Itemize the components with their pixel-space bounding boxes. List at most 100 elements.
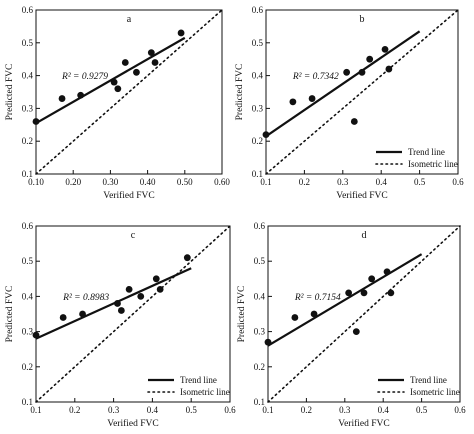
legend: Trend line Isometric line	[377, 375, 460, 397]
y-tick-label: 0.3	[22, 327, 34, 337]
x-tick-label: 0.5	[414, 177, 426, 187]
x-tick-label: 0.5	[416, 405, 428, 415]
panel-b: 0.1 0.2 0.3 0.4 0.5 0.6 0.1 0.2 0.3 0.4 0.5 0.6 Veri…	[235, 5, 464, 201]
y-tick-label: 0.2	[22, 362, 33, 372]
legend-trend-label: Trend line	[410, 375, 447, 385]
legend: Trend line Isometric line	[147, 375, 230, 397]
legend-isometric-label: Isometric line	[410, 387, 460, 397]
y-tick-label: 0.5	[252, 38, 264, 48]
y-tick-label: 0.1	[252, 169, 263, 179]
panel-c: 0.1 0.2 0.3 0.4 0.5 0.6 0.1 0.2 0.3 0.4 0.5 0.6 Veri…	[5, 221, 236, 429]
isometric-line	[35, 225, 231, 403]
plot-frame	[35, 225, 231, 403]
data-point	[183, 254, 191, 262]
data-point	[262, 131, 270, 139]
y-axis-title: Predicted FVC	[5, 286, 15, 343]
data-point	[121, 59, 129, 66]
x-axis-title: Verified FVC	[107, 418, 158, 429]
data-point	[58, 95, 66, 102]
y-tick-label: 0.5	[22, 38, 34, 48]
legend-isometric-label: Isometric line	[408, 159, 458, 169]
trend-line	[35, 36, 186, 125]
x-tick-label: 0.20	[65, 177, 81, 187]
y-axis-title: Predicted FVC	[235, 64, 245, 121]
panel-label: b	[360, 14, 365, 25]
y-tick-label: 0.1	[22, 169, 33, 179]
data-point	[343, 68, 351, 76]
r-squared-label: R² = 0.7342	[292, 72, 339, 82]
data-point	[360, 289, 368, 297]
y-tick-label: 0.4	[22, 71, 34, 81]
y-tick-label: 0.3	[22, 103, 34, 113]
x-tick-label: 0.4	[376, 177, 388, 187]
isometric-line	[35, 9, 223, 175]
data-point	[125, 285, 133, 293]
x-tick-label: 0.2	[299, 177, 310, 187]
legend-trend-label: Trend line	[408, 147, 445, 157]
data-point	[358, 68, 366, 76]
x-tick-label: 0.6	[454, 405, 466, 415]
isometric-line	[267, 225, 461, 403]
data-point	[383, 268, 391, 276]
trend-line	[267, 253, 423, 347]
data-point	[368, 275, 376, 283]
r-squared-label: R² = 0.8983	[62, 293, 109, 303]
y-tick-label: 0.5	[22, 256, 34, 266]
data-point	[152, 275, 160, 283]
y-tick-label: 0.2	[22, 136, 33, 146]
data-point	[310, 310, 318, 318]
x-axis-title: Verified FVC	[338, 418, 389, 429]
x-tick-label: 0.30	[103, 177, 119, 187]
y-tick-label: 0.3	[254, 327, 266, 337]
y-tick-label: 0.5	[254, 256, 266, 266]
data-point	[59, 314, 67, 321]
y-tick-label: 0.1	[22, 397, 33, 407]
plot-frame	[267, 225, 461, 403]
data-point	[385, 65, 393, 73]
x-tick-label: 0.60	[214, 177, 230, 187]
x-tick-label: 0.50	[177, 177, 193, 187]
x-tick-label: 0.3	[339, 405, 351, 415]
y-tick-label: 0.1	[254, 397, 265, 407]
panel-label: c	[131, 230, 136, 241]
data-point	[117, 307, 125, 314]
data-point	[308, 95, 316, 102]
data-point	[114, 85, 122, 93]
x-tick-label: 0.1	[30, 405, 41, 415]
y-tick-label: 0.6	[22, 5, 34, 15]
x-tick-label: 0.1	[262, 405, 273, 415]
x-axis-title: Verified FVC	[336, 190, 387, 201]
x-tick-label: 0.6	[224, 405, 236, 415]
legend: Trend line Isometric line	[375, 147, 458, 169]
data-point	[133, 68, 140, 76]
data-point	[381, 45, 389, 53]
data-point	[352, 328, 360, 335]
x-tick-label: 0.2	[301, 405, 312, 415]
data-point	[177, 29, 185, 37]
plot-frame	[265, 9, 459, 175]
data-point	[289, 98, 297, 106]
x-tick-label: 0.1	[260, 177, 271, 187]
y-tick-label: 0.4	[252, 71, 264, 81]
data-point	[151, 59, 159, 66]
y-tick-label: 0.6	[22, 221, 34, 231]
data-point	[77, 91, 85, 99]
x-tick-label: 0.3	[108, 405, 120, 415]
x-tick-label: 0.6	[452, 177, 464, 187]
y-tick-label: 0.4	[254, 291, 266, 301]
x-tick-label: 0.3	[337, 177, 349, 187]
x-tick-label: 0.10	[28, 177, 44, 187]
panel-label: d	[362, 230, 367, 241]
plot-frame	[35, 9, 223, 175]
panel-label: a	[127, 14, 132, 25]
data-point	[156, 285, 164, 293]
data-point	[137, 293, 145, 300]
data-point	[114, 300, 121, 307]
data-point	[110, 78, 118, 86]
data-point	[345, 289, 353, 297]
data-point	[291, 314, 299, 321]
legend-trend-label: Trend line	[180, 375, 217, 385]
panel-d: 0.1 0.2 0.3 0.4 0.5 0.6 0.1 0.2 0.3 0.4 0.5 0.6 Veri…	[237, 221, 466, 429]
data-point	[32, 118, 40, 125]
